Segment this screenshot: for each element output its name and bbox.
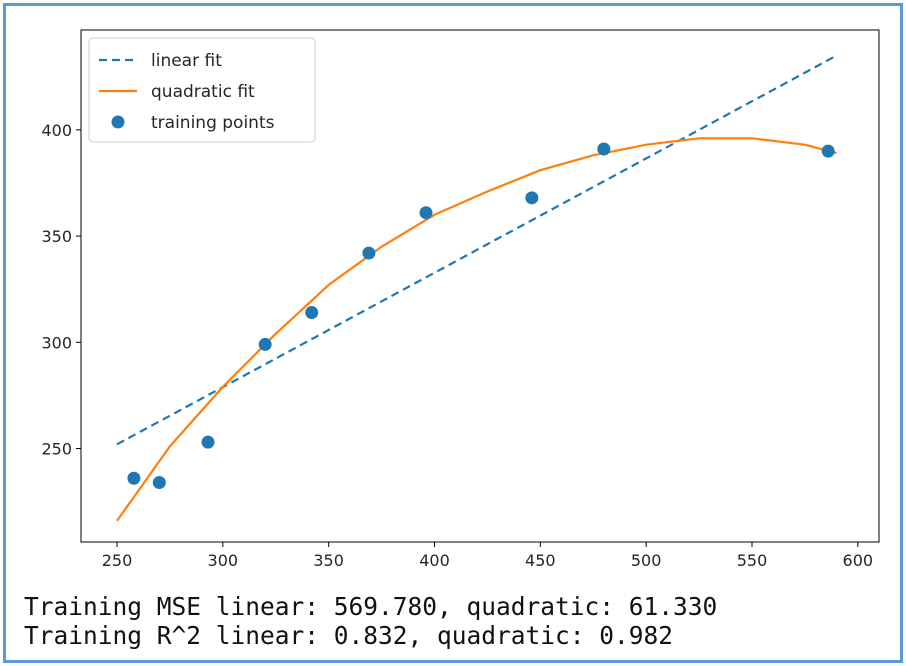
x-tick-label: 500 (631, 551, 662, 570)
training-point (258, 337, 272, 351)
quadratic-fit-line (116, 137, 837, 522)
mse-line: Training MSE linear: 569.780, quadratic:… (24, 592, 718, 621)
legend-label: quadratic fit (151, 82, 255, 102)
x-tick-label: 550 (737, 551, 768, 570)
legend-swatch (111, 115, 125, 129)
legend-box (88, 37, 316, 143)
training-point (305, 306, 319, 320)
training-point (362, 246, 376, 260)
plot-area-frame (80, 29, 880, 543)
legend-label: linear fit (151, 51, 222, 71)
training-point (201, 435, 215, 449)
x-tick-label: 400 (419, 551, 450, 570)
training-point (597, 142, 611, 156)
training-point (152, 476, 166, 490)
training-point (821, 144, 835, 158)
x-tick-label: 250 (102, 551, 133, 570)
chart: 250 300 350 400 450 500 550 600 250 300 350 400 line… (41, 29, 880, 570)
figure-frame: 250 300 350 400 450 500 550 600 250 300 350 400 line… (3, 3, 903, 663)
y-tick-label: 250 (41, 440, 72, 459)
linear-fit-line (116, 54, 838, 446)
x-tick-label: 450 (525, 551, 556, 570)
training-metrics-output: Training MSE linear: 569.780, quadratic:… (24, 592, 717, 650)
training-point (127, 471, 141, 485)
training-point (419, 206, 433, 220)
y-tick-label: 400 (41, 121, 72, 140)
y-tick-label: 350 (41, 227, 72, 246)
legend-label: training points (151, 113, 275, 133)
x-tick-label: 350 (313, 551, 344, 570)
x-tick-label: 300 (208, 551, 239, 570)
training-point (525, 191, 539, 205)
y-tick-label: 300 (41, 333, 72, 352)
x-tick-label: 600 (843, 551, 874, 570)
r2-line: Training R^2 linear: 0.832, quadratic: 0… (24, 621, 674, 650)
